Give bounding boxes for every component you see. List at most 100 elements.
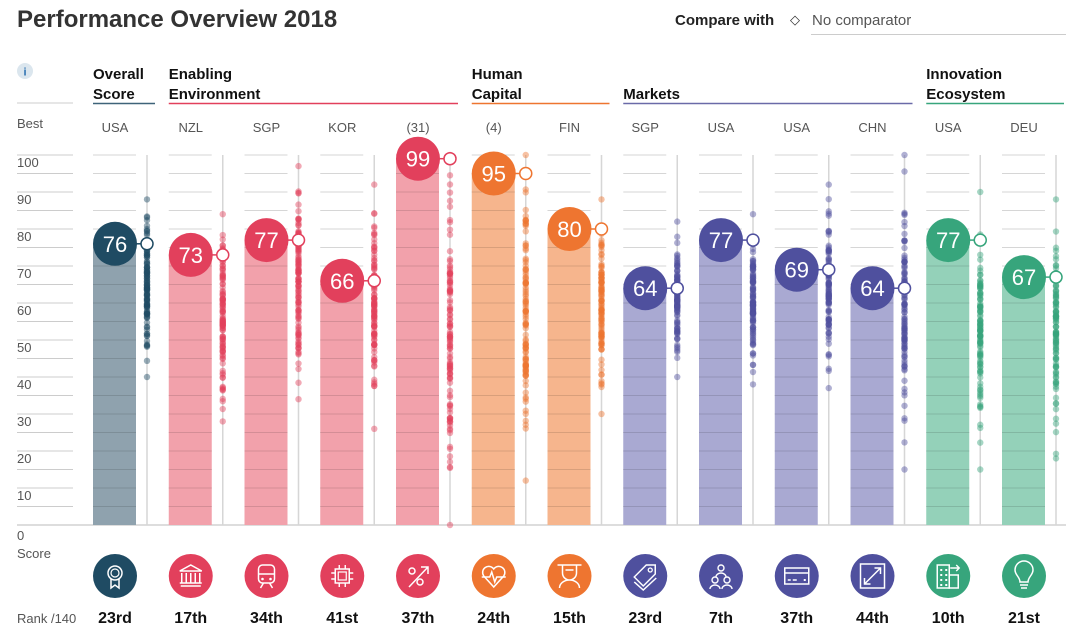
peer-country-dot[interactable] (522, 356, 529, 363)
peer-country-dot[interactable] (371, 257, 378, 265)
peer-country-dot[interactable] (522, 360, 529, 368)
peer-country-dot[interactable] (901, 305, 908, 312)
peer-country-dot[interactable] (977, 368, 984, 375)
peer-country-dot[interactable] (1052, 323, 1060, 330)
peer-country-dot[interactable] (749, 266, 757, 274)
peer-country-dot[interactable] (977, 277, 984, 284)
peer-country-dot[interactable] (219, 319, 226, 326)
peer-country-dot[interactable] (1052, 298, 1060, 306)
peer-country-dot[interactable] (219, 352, 226, 360)
peer-country-dot[interactable] (143, 286, 151, 293)
peer-country-dot[interactable] (371, 247, 378, 254)
peer-country-dot[interactable] (522, 321, 529, 328)
peer-country-dot[interactable] (446, 270, 454, 278)
peer-country-dot[interactable] (219, 272, 226, 279)
peer-country-dot[interactable] (598, 336, 605, 343)
peer-country-dot[interactable] (1052, 341, 1060, 349)
peer-country-dot[interactable] (674, 373, 681, 381)
peer-country-dot[interactable] (371, 312, 378, 319)
peer-country-dot[interactable] (522, 372, 529, 379)
peer-country-dot[interactable] (446, 277, 454, 284)
peer-country-dot[interactable] (446, 350, 454, 357)
peer-country-dot[interactable] (901, 300, 908, 307)
peer-country-dot[interactable] (219, 300, 226, 308)
peer-country-dot[interactable] (598, 339, 605, 347)
peer-country-dot[interactable] (143, 272, 151, 280)
peer-country-dot[interactable] (749, 329, 757, 337)
peer-country-dot[interactable] (674, 252, 681, 260)
peer-country-dot[interactable] (1052, 292, 1060, 299)
peer-country-dot[interactable] (598, 286, 605, 293)
peer-country-dot[interactable] (295, 228, 302, 235)
peer-country-dot[interactable] (1052, 288, 1060, 296)
peer-country-dot[interactable] (219, 308, 226, 316)
peer-country-dot[interactable] (1052, 319, 1060, 326)
award-ribbon-icon[interactable] (93, 554, 137, 598)
peer-country-dot[interactable] (977, 326, 984, 334)
peer-country-dot[interactable] (1052, 247, 1060, 254)
peer-country-dot[interactable] (295, 276, 302, 283)
peer-country-dot[interactable] (446, 316, 454, 323)
peer-country-dot[interactable] (825, 210, 832, 217)
peer-country-dot[interactable] (674, 271, 681, 278)
peer-country-dot[interactable] (1052, 337, 1060, 344)
peer-country-dot[interactable] (522, 372, 529, 379)
peer-country-dot[interactable] (371, 382, 378, 390)
peer-country-dot[interactable] (219, 335, 226, 343)
peer-country-dot[interactable] (371, 299, 378, 306)
peer-country-dot[interactable] (749, 308, 757, 315)
peer-country-dot[interactable] (295, 350, 302, 357)
peer-country-dot[interactable] (674, 267, 681, 275)
peer-country-dot[interactable] (901, 296, 908, 303)
institution-building-icon[interactable] (168, 554, 213, 598)
peer-country-dot[interactable] (219, 324, 226, 332)
peer-country-dot[interactable] (749, 310, 757, 317)
peer-country-dot[interactable] (371, 323, 378, 330)
peer-country-dot[interactable] (371, 224, 378, 232)
peer-country-dot[interactable] (295, 256, 302, 264)
peer-country-dot[interactable] (901, 362, 908, 369)
peer-country-dot[interactable] (749, 326, 757, 333)
peer-country-dot[interactable] (598, 290, 605, 297)
peer-country-dot[interactable] (295, 360, 302, 367)
peer-country-dot[interactable] (901, 301, 908, 309)
peer-country-dot[interactable] (446, 415, 454, 422)
peer-country-dot[interactable] (825, 353, 832, 360)
peer-country-dot[interactable] (143, 253, 151, 261)
peer-country-dot[interactable] (295, 245, 302, 252)
peer-country-dot[interactable] (219, 385, 226, 393)
peer-country-dot[interactable] (446, 402, 454, 409)
peer-country-dot[interactable] (219, 333, 226, 340)
peer-country-dot[interactable] (598, 268, 605, 276)
peer-country-dot[interactable] (674, 267, 681, 274)
peer-country-dot[interactable] (446, 401, 454, 408)
peer-country-dot[interactable] (522, 228, 529, 235)
peer-country-dot[interactable] (522, 319, 529, 327)
peer-country-dot[interactable] (598, 274, 605, 281)
peer-country-dot[interactable] (522, 279, 529, 287)
peer-country-dot[interactable] (446, 365, 454, 372)
peer-country-dot[interactable] (977, 317, 984, 325)
peer-country-dot[interactable] (295, 338, 302, 345)
peer-country-dot[interactable] (825, 212, 832, 219)
peer-country-dot[interactable] (598, 315, 605, 322)
peer-country-dot[interactable] (825, 288, 832, 295)
peer-country-dot[interactable] (825, 228, 832, 236)
peer-country-dot[interactable] (901, 353, 908, 360)
peer-country-dot[interactable] (522, 206, 529, 214)
peer-country-dot[interactable] (219, 303, 226, 310)
peer-country-dot[interactable] (749, 324, 757, 331)
peer-country-dot[interactable] (219, 307, 226, 315)
peer-country-dot[interactable] (143, 330, 151, 337)
peer-country-dot[interactable] (901, 151, 908, 159)
peer-country-dot[interactable] (446, 338, 454, 346)
peer-country-dot[interactable] (598, 300, 605, 308)
peer-country-dot[interactable] (446, 367, 454, 374)
peer-country-dot[interactable] (1052, 335, 1060, 342)
peer-country-dot[interactable] (219, 297, 226, 304)
peer-country-dot[interactable] (446, 333, 454, 340)
peer-country-dot[interactable] (598, 301, 605, 308)
peer-country-dot[interactable] (446, 342, 454, 349)
peer-country-dot[interactable] (295, 323, 302, 330)
peer-country-dot[interactable] (446, 287, 454, 294)
